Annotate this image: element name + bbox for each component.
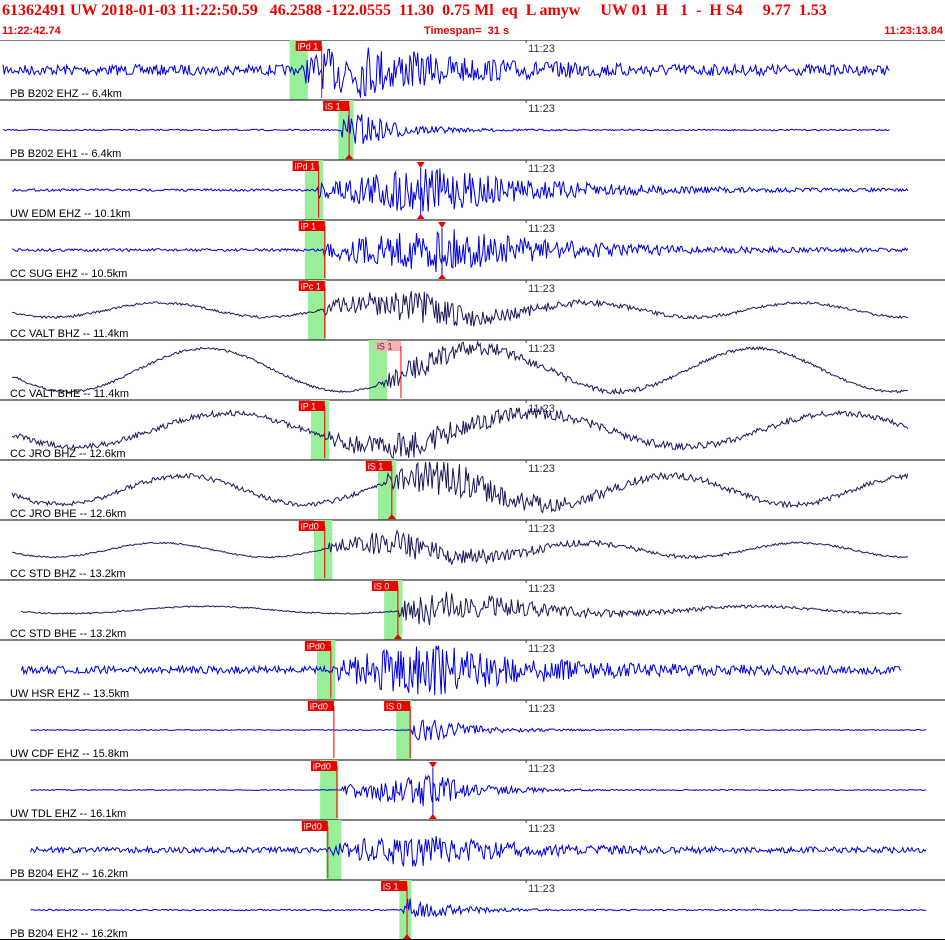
pick-window-band	[304, 220, 327, 280]
time-start-label: 11:22:42.74	[2, 25, 61, 37]
pick-window-band	[399, 880, 412, 940]
amplitude-marker	[416, 162, 425, 168]
minute-label: 11:23	[528, 163, 555, 175]
time-end-label: 11:23:13.84	[884, 25, 943, 37]
station-label: PB B202 EH1 -- 6.4km	[10, 148, 121, 160]
amplitude-marker	[428, 814, 437, 819]
station-label: UW TDL EHZ -- 16.1km	[10, 808, 126, 820]
station-label: CC JRO BHE -- 12.6km	[10, 508, 126, 520]
pick-window-band	[313, 520, 333, 580]
phase-pick-label: iPd0	[313, 762, 331, 772]
timespan-label: Timespan= 31 s	[424, 25, 510, 37]
waveform-trace[interactable]	[11, 461, 909, 514]
minute-label: 11:23	[528, 643, 555, 655]
phase-pick-label: iP 1	[301, 402, 316, 412]
station-label: CC STD BHZ -- 13.2km	[10, 568, 126, 580]
waveform-trace[interactable]	[12, 291, 909, 327]
pick-window-band	[326, 820, 342, 880]
station-label: PB B204 EH2 -- 16.2km	[10, 928, 127, 940]
minute-label: 11:23	[528, 583, 555, 595]
amplitude-marker	[416, 214, 425, 219]
seismogram-panel[interactable]: 11:23 iPd 1 PB B202 EHZ -- 6.4km 11:23 iS 1 P…	[0, 40, 945, 940]
station-label: UW EDM EHZ -- 10.1km	[10, 208, 130, 220]
amplitude-marker	[438, 274, 447, 279]
event-header: 61362491 UW 2018-01-03 11:22:50.59 46.25…	[0, 0, 945, 40]
phase-pick-label: iPc 1	[301, 282, 321, 292]
minute-label: 11:23	[528, 223, 555, 235]
phase-pick-flag[interactable]	[374, 341, 401, 351]
event-summary-line: 61362491 UW 2018-01-03 11:22:50.59 46.25…	[2, 2, 827, 19]
phase-pick-flag[interactable]	[298, 521, 325, 531]
waveform-trace[interactable]	[20, 645, 902, 696]
station-label: CC VALT BHE -- 11.4km	[10, 388, 129, 400]
waveform-trace[interactable]	[11, 229, 909, 273]
amplitude-marker	[438, 222, 447, 228]
station-label: CC VALT BHZ -- 11.4km	[10, 328, 128, 340]
minute-label: 11:23	[528, 283, 555, 295]
phase-pick-flag[interactable]	[298, 401, 325, 411]
minute-label: 11:23	[528, 703, 555, 715]
minute-label: 11:23	[528, 883, 555, 895]
phase-pick-label: iS 0	[386, 702, 402, 712]
station-label: PB B204 EHZ -- 16.2km	[10, 868, 128, 880]
phase-pick-flag[interactable]	[323, 101, 350, 111]
station-label: UW HSR EHZ -- 13.5km	[10, 688, 129, 700]
waveform-trace[interactable]	[11, 406, 909, 459]
phase-pick-flag[interactable]	[384, 701, 411, 711]
phase-pick-label: iP 1	[301, 222, 316, 232]
phase-pick-flag[interactable]	[292, 161, 319, 171]
station-label: CC JRO BHZ -- 12.6km	[10, 448, 126, 460]
minute-label: 11:23	[528, 343, 555, 355]
phase-pick-flag[interactable]	[298, 281, 325, 291]
phase-pick-flag[interactable]	[371, 581, 398, 591]
pick-marker	[403, 934, 412, 939]
station-label: CC SUG EHZ -- 10.5km	[10, 268, 127, 280]
pick-window-band	[368, 340, 388, 400]
minute-label: 11:23	[528, 43, 555, 55]
waveform-trace[interactable]	[2, 47, 890, 98]
waveform-trace[interactable]	[11, 340, 909, 396]
waveform-trace[interactable]	[30, 774, 927, 807]
waveform-trace[interactable]	[2, 113, 890, 145]
waveform-trace[interactable]	[30, 898, 927, 918]
waveform-trace[interactable]	[21, 591, 902, 626]
minute-label: 11:23	[528, 823, 555, 835]
phase-pick-flag[interactable]	[295, 41, 322, 51]
phase-pick-flag[interactable]	[304, 641, 331, 651]
station-label: CC STD BHE -- 13.2km	[10, 628, 126, 640]
waveform-trace[interactable]	[12, 168, 909, 212]
minute-label: 11:23	[528, 463, 555, 475]
pick-marker	[393, 634, 402, 639]
minute-label: 11:23	[528, 523, 555, 535]
phase-pick-label: iS 1	[383, 882, 399, 892]
phase-pick-flag[interactable]	[307, 701, 334, 711]
phase-pick-label: iPd0	[304, 822, 322, 832]
minute-label: 11:23	[528, 763, 555, 775]
phase-pick-label: iS 1	[377, 342, 393, 352]
minute-label: 11:23	[528, 103, 555, 115]
waveform-trace[interactable]	[12, 529, 908, 565]
phase-pick-flag[interactable]	[381, 881, 408, 891]
phase-pick-label: iS 1	[368, 462, 384, 472]
station-label: UW CDF EHZ -- 15.8km	[10, 748, 129, 760]
phase-pick-flag[interactable]	[301, 821, 328, 831]
pick-marker	[345, 154, 354, 159]
phase-pick-flag[interactable]	[365, 461, 392, 471]
waveform-trace[interactable]	[30, 835, 927, 868]
station-label: PB B202 EHZ -- 6.4km	[10, 88, 122, 100]
phase-pick-label: iPd 1	[298, 42, 319, 52]
phase-pick-label: iPd0	[307, 642, 325, 652]
pick-marker	[387, 514, 396, 519]
phase-pick-label: iS 0	[374, 582, 390, 592]
phase-pick-flag[interactable]	[310, 761, 337, 771]
waveform-trace[interactable]	[30, 719, 927, 741]
phase-pick-label: iPd0	[310, 702, 328, 712]
phase-pick-label: iPd0	[301, 522, 319, 532]
phase-pick-label: iPd 1	[295, 162, 316, 172]
phase-pick-label: iS 1	[325, 102, 341, 112]
phase-pick-flag[interactable]	[298, 221, 325, 231]
amplitude-marker	[428, 762, 437, 768]
